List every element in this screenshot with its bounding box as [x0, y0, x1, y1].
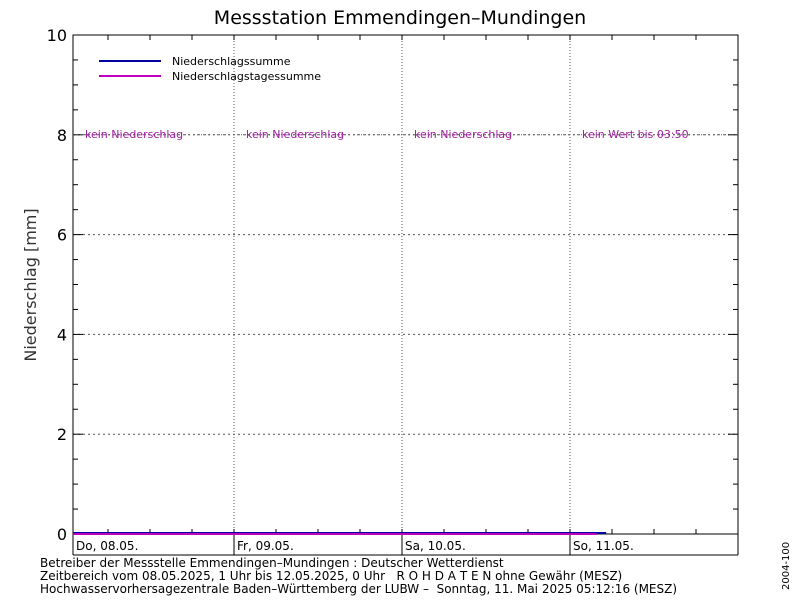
day-annotation: kein Wert bis 03:50	[582, 128, 689, 141]
y-tick-label: 2	[57, 425, 67, 444]
plot-border	[72, 34, 739, 535]
footer-publisher-line: Hochwasservorhersagezentrale Baden–Württ…	[40, 582, 678, 596]
footer-operator-line: Betreiber der Messstelle Emmendingen–Mun…	[40, 556, 504, 570]
y-tick-label: 4	[57, 325, 67, 344]
footer-timerange-line: Zeitbereich vom 08.05.2025, 1 Uhr bis 12…	[40, 569, 623, 583]
station-id: 2004-100	[781, 541, 792, 590]
legend-label: Niederschlagstagessumme	[172, 70, 321, 83]
day-label: Fr, 09.05.	[237, 539, 294, 553]
y-tick-label: 0	[57, 525, 67, 544]
y-tick-label: 10	[47, 26, 67, 45]
y-tick-label: 8	[57, 126, 67, 145]
day-annotation: kein Niederschlag	[85, 128, 183, 141]
legend-label: Niederschlagssumme	[172, 55, 291, 68]
y-tick-label: 6	[57, 226, 67, 245]
day-label: Do, 08.05.	[76, 539, 138, 553]
chart-title: Messstation Emmendingen–Mundingen	[214, 7, 586, 29]
plot-area: 0 2 4 6 8 10 Do, 08.05. kein Niederschlag Fr, 09…	[47, 26, 739, 556]
day-annotation: kein Niederschlag	[246, 128, 344, 141]
day-annotation: kein Niederschlag	[414, 128, 512, 141]
legend: Niederschlagssumme Niederschlagstagessumm…	[99, 55, 321, 83]
day-label: Sa, 10.05.	[405, 539, 466, 553]
y-axis-label: Niederschlag [mm]	[21, 208, 40, 361]
day-label: So, 11.05.	[573, 539, 634, 553]
